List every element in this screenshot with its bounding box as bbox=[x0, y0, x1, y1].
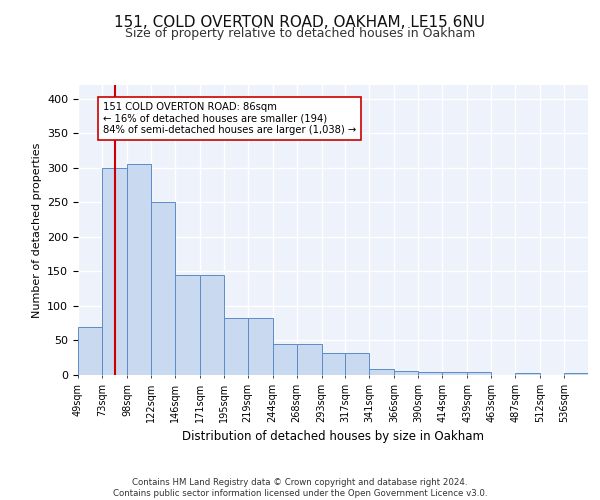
Bar bbox=[322, 353, 346, 375]
Bar bbox=[467, 372, 491, 375]
Bar bbox=[151, 202, 175, 375]
Bar bbox=[102, 168, 127, 375]
Bar bbox=[346, 353, 370, 375]
Text: 151 COLD OVERTON ROAD: 86sqm
← 16% of detached houses are smaller (194)
84% of s: 151 COLD OVERTON ROAD: 86sqm ← 16% of de… bbox=[103, 102, 356, 136]
Bar bbox=[248, 318, 272, 375]
Bar bbox=[515, 373, 540, 375]
Bar bbox=[78, 326, 102, 375]
Bar bbox=[370, 369, 394, 375]
Bar bbox=[272, 344, 296, 375]
Bar bbox=[394, 371, 418, 375]
Bar bbox=[127, 164, 151, 375]
Bar bbox=[442, 372, 467, 375]
Bar bbox=[564, 373, 588, 375]
Bar bbox=[296, 344, 322, 375]
Bar bbox=[224, 318, 248, 375]
Bar bbox=[418, 372, 442, 375]
Text: 151, COLD OVERTON ROAD, OAKHAM, LE15 6NU: 151, COLD OVERTON ROAD, OAKHAM, LE15 6NU bbox=[115, 15, 485, 30]
Text: Size of property relative to detached houses in Oakham: Size of property relative to detached ho… bbox=[125, 28, 475, 40]
Text: Contains HM Land Registry data © Crown copyright and database right 2024.
Contai: Contains HM Land Registry data © Crown c… bbox=[113, 478, 487, 498]
X-axis label: Distribution of detached houses by size in Oakham: Distribution of detached houses by size … bbox=[182, 430, 484, 444]
Y-axis label: Number of detached properties: Number of detached properties bbox=[32, 142, 41, 318]
Bar bbox=[175, 275, 200, 375]
Bar bbox=[200, 275, 224, 375]
